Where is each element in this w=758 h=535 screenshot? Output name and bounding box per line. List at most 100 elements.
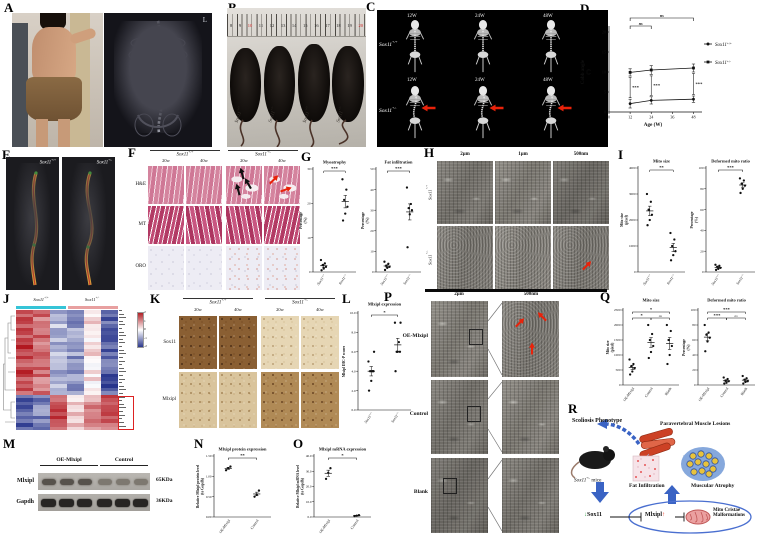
gene-label-tick — [119, 393, 123, 394]
heatmap-cell — [67, 415, 84, 420]
mt-het-40w — [264, 206, 300, 244]
skeleton-wt-48w — [540, 20, 562, 74]
gene-label-tick — [119, 331, 124, 333]
svg-text:Percentage: Percentage — [361, 212, 365, 229]
heatmap-cell — [33, 313, 50, 318]
heatmap-cell — [50, 408, 67, 413]
svg-text:Mito size: Mito size — [643, 298, 660, 303]
ct-image-wt: Sox11+/+ — [6, 157, 59, 290]
heatmap-cell — [16, 380, 33, 385]
ihc-sox11-het-20w — [261, 316, 299, 369]
heatmap-cell — [50, 348, 67, 353]
heatmap-row — [16, 310, 118, 314]
gene-label-tick — [119, 313, 124, 315]
svg-text:Mlxipl IHC-P scores: Mlxipl IHC-P scores — [342, 345, 346, 377]
age-24w-row1: 24W — [475, 14, 485, 19]
heatmap-cell — [84, 405, 101, 409]
svg-text:0.0: 0.0 — [351, 408, 355, 412]
svg-text:Sox11+/-: Sox11+/- — [735, 273, 745, 285]
heatmap-cell — [67, 355, 84, 360]
heatmap-cell — [33, 366, 50, 371]
heatmap-cell — [67, 334, 84, 339]
patient-shorts — [26, 77, 82, 121]
patient-leg-right — [58, 119, 70, 147]
heatmap-cell — [33, 359, 50, 363]
heatmap-cell — [16, 401, 33, 406]
heatmap-cell — [16, 387, 33, 392]
cristae-arrow-icon — [529, 343, 536, 355]
heatmap-cell — [67, 348, 84, 353]
skeleton-wt-12w — [404, 20, 426, 74]
heatmap-cell — [67, 345, 84, 349]
myoatrophy-chart: 0 10 20 30 Myoatrophy Percentage (%) Sox11+/+ So… — [299, 157, 359, 293]
heatmap-cell — [33, 426, 50, 430]
panel-n-label: N — [194, 436, 204, 451]
heatmap-cell — [101, 394, 118, 399]
heatmap-cell — [67, 331, 84, 335]
deformed-mito-chart: 0 20 40 60 80 100 Deformed mito ratio Percentag… — [690, 156, 758, 293]
heatmap-cell — [67, 324, 84, 328]
svg-text:(pixel): (pixel) — [611, 342, 615, 353]
gene-cluster-highlight-box — [118, 396, 134, 430]
mito-size-chart: 0 1000 2000 3000 4000 Mito size Mito size (pixe… — [620, 156, 688, 293]
svg-text:15: 15 — [602, 49, 606, 54]
heatmap-cell — [84, 394, 101, 399]
heatmap-row — [16, 341, 118, 346]
ruler-number: 10 — [247, 23, 253, 28]
oe-mito-size-chart: 0 500 1000 1500 2000 2500 Mito size Mito size (p… — [606, 295, 682, 407]
scoliosis-arrow-12w-icon — [421, 104, 436, 112]
mt-wt-40w — [186, 206, 222, 244]
heatmap-cell — [101, 415, 118, 420]
heatmap-cell — [16, 366, 33, 371]
ruler-number: 19 — [347, 23, 352, 28]
zoom-region-box — [467, 406, 481, 422]
ct-image-het: Sox11+/- — [62, 157, 115, 290]
svg-text:*: * — [383, 310, 386, 315]
ruler-number: 17 — [325, 23, 330, 28]
skeleton-wt-24w — [472, 20, 494, 74]
svg-text:(%): (%) — [304, 217, 308, 224]
svg-text:Sox11+/-: Sox11+/- — [338, 273, 348, 285]
gene-label-tick — [119, 400, 122, 401]
heatmap-cell — [84, 408, 101, 413]
svg-text:20: 20 — [700, 249, 704, 253]
mt-wt-20w — [148, 206, 184, 244]
panel-k-label: K — [150, 291, 161, 306]
heatmap-cell — [101, 341, 118, 346]
heatmap-cell — [67, 394, 84, 399]
heatmap-cell — [50, 320, 67, 325]
heatmap-cell — [33, 377, 50, 381]
heatmap-cell — [84, 341, 101, 346]
heatmap-cell — [101, 331, 118, 335]
fat-infiltration-chart: 0 10 20 30 40 50 Fat infiltration Percentage (%)… — [361, 157, 424, 293]
panel-r-label: R — [568, 401, 578, 416]
svg-text:***: *** — [331, 166, 339, 171]
heatmap-cell — [50, 377, 67, 381]
svg-text:***: *** — [723, 307, 731, 312]
gene-label-tick — [119, 338, 123, 340]
heatmap-row — [16, 408, 118, 413]
heatmap-row — [16, 398, 118, 402]
gene-label-tick — [119, 371, 126, 372]
ct-wt-genotype: Sox11+/+ — [39, 158, 56, 166]
heatmap-cell — [50, 327, 67, 332]
r-mice-label: Sox11+/- mice — [574, 476, 602, 484]
heatmap-cell — [50, 345, 67, 349]
heatmap-cell — [16, 338, 33, 342]
svg-text:20: 20 — [370, 229, 374, 233]
f-group-het: Sox11+/- — [228, 150, 298, 158]
heatmap-cell — [16, 423, 33, 427]
svg-text:Percentage: Percentage — [682, 339, 686, 356]
heatmap-cell — [101, 412, 118, 416]
heatmap-cell — [16, 320, 33, 325]
gene-label-tick — [119, 346, 122, 347]
panel-h-label: H — [424, 145, 435, 160]
blot-band — [60, 479, 74, 485]
p-scale-500nm: 500nm — [523, 292, 539, 297]
gene-label-tick — [119, 310, 122, 311]
heatmap-cell — [50, 398, 67, 402]
blot-band — [98, 479, 112, 485]
heatmap-cell — [101, 310, 118, 314]
heatmap-row — [16, 355, 118, 360]
heatmap-cell — [67, 426, 84, 430]
